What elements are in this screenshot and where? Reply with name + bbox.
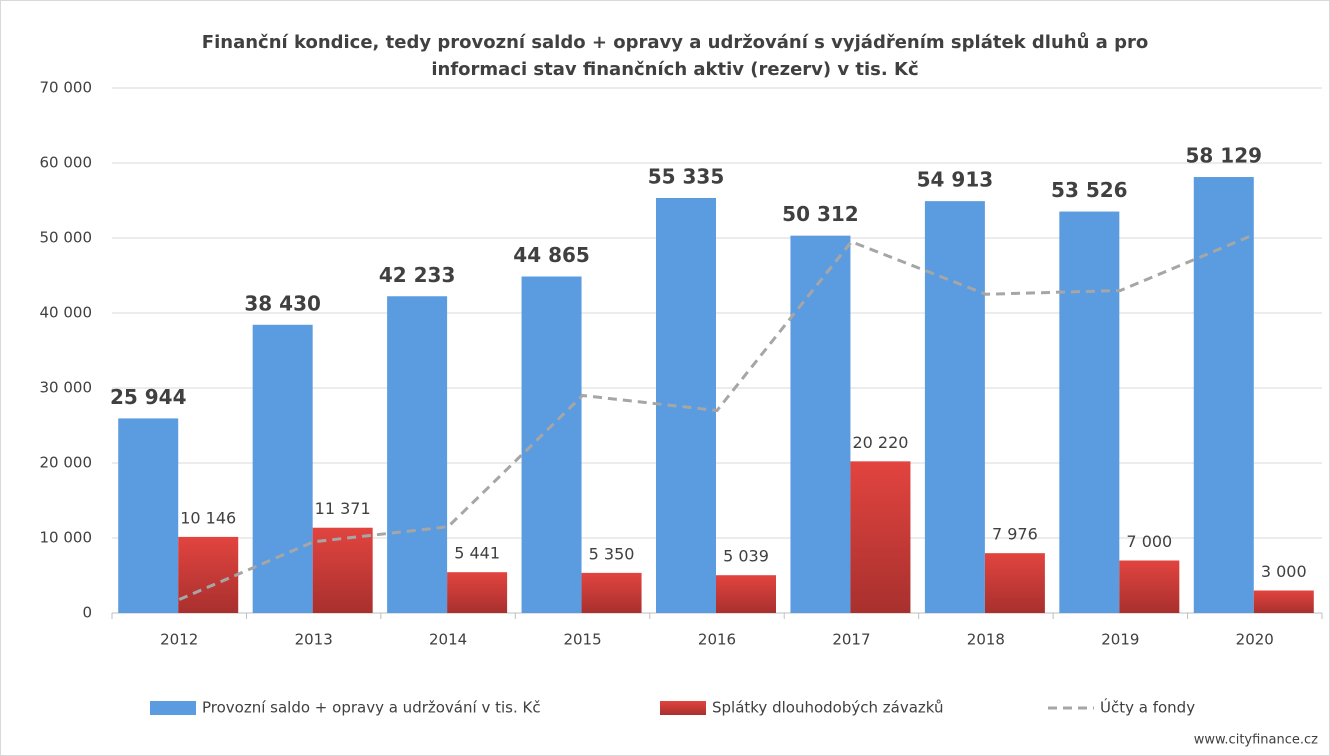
data-label: 38 430 — [244, 291, 321, 315]
data-label: 5 441 — [454, 544, 500, 563]
bar — [447, 572, 508, 613]
data-label: 7 000 — [1126, 532, 1172, 551]
data-label: 11 371 — [315, 499, 371, 518]
bar — [178, 536, 239, 613]
data-label: 3 000 — [1261, 562, 1307, 581]
x-tick-label: 2018 — [967, 631, 1005, 649]
x-tick-label: 2017 — [832, 631, 870, 649]
bar — [1119, 560, 1180, 613]
data-label: 44 865 — [513, 243, 590, 267]
line — [178, 232, 1256, 601]
data-label: 50 312 — [782, 202, 859, 226]
bar — [1193, 177, 1254, 613]
y-tick-label: 50 000 — [40, 229, 93, 247]
bar — [850, 461, 911, 613]
data-label: 20 220 — [852, 433, 908, 452]
y-tick-label: 0 — [82, 604, 92, 622]
bar — [984, 553, 1045, 613]
bar — [581, 572, 642, 613]
y-tick-label: 10 000 — [40, 529, 93, 547]
y-tick-label: 60 000 — [40, 154, 93, 172]
chart-title: informaci stav finančních aktiv (rezerv)… — [431, 59, 918, 80]
legend-label: Provozní saldo + opravy a udržování v ti… — [202, 699, 541, 717]
data-label: 42 233 — [379, 263, 456, 287]
data-label: 7 976 — [992, 525, 1038, 544]
bar — [656, 197, 716, 614]
bar — [118, 418, 179, 613]
x-tick-label: 2020 — [1236, 631, 1274, 649]
data-label: 10 146 — [180, 508, 236, 527]
x-tick-label: 2019 — [1101, 631, 1139, 649]
bar — [1253, 590, 1314, 613]
y-tick-label: 30 000 — [40, 379, 93, 397]
bar — [252, 324, 313, 613]
data-label: 5 039 — [723, 547, 769, 566]
data-label: 55 335 — [648, 164, 725, 188]
bar — [790, 235, 851, 613]
data-label: 54 913 — [917, 168, 994, 192]
data-label: 58 129 — [1186, 144, 1263, 168]
source: www.cityfinance.cz — [1194, 733, 1318, 748]
data-label: 25 944 — [110, 385, 187, 409]
y-tick-label: 70 000 — [40, 79, 93, 97]
x-tick-label: 2012 — [160, 631, 198, 649]
data-label: 5 350 — [589, 544, 635, 563]
y-tick-label: 20 000 — [40, 454, 93, 472]
x-tick-label: 2016 — [698, 631, 736, 649]
bar — [716, 575, 776, 613]
x-tick-label: 2013 — [295, 631, 333, 649]
data-label: 53 526 — [1051, 178, 1128, 202]
x-tick-label: 2014 — [429, 631, 467, 649]
bar — [924, 201, 985, 613]
legend-label: Účty a fondy — [1100, 698, 1195, 717]
chart-title: Finanční kondice, tedy provozní saldo + … — [202, 31, 1148, 53]
bar — [1059, 211, 1120, 613]
y-tick-label: 40 000 — [40, 304, 93, 322]
legend-label: Splátky dlouhodobých závazků — [712, 699, 944, 717]
legend-swatch — [150, 701, 196, 715]
bar — [387, 296, 448, 613]
legend-swatch — [660, 701, 706, 715]
x-tick-label: 2015 — [563, 631, 601, 649]
